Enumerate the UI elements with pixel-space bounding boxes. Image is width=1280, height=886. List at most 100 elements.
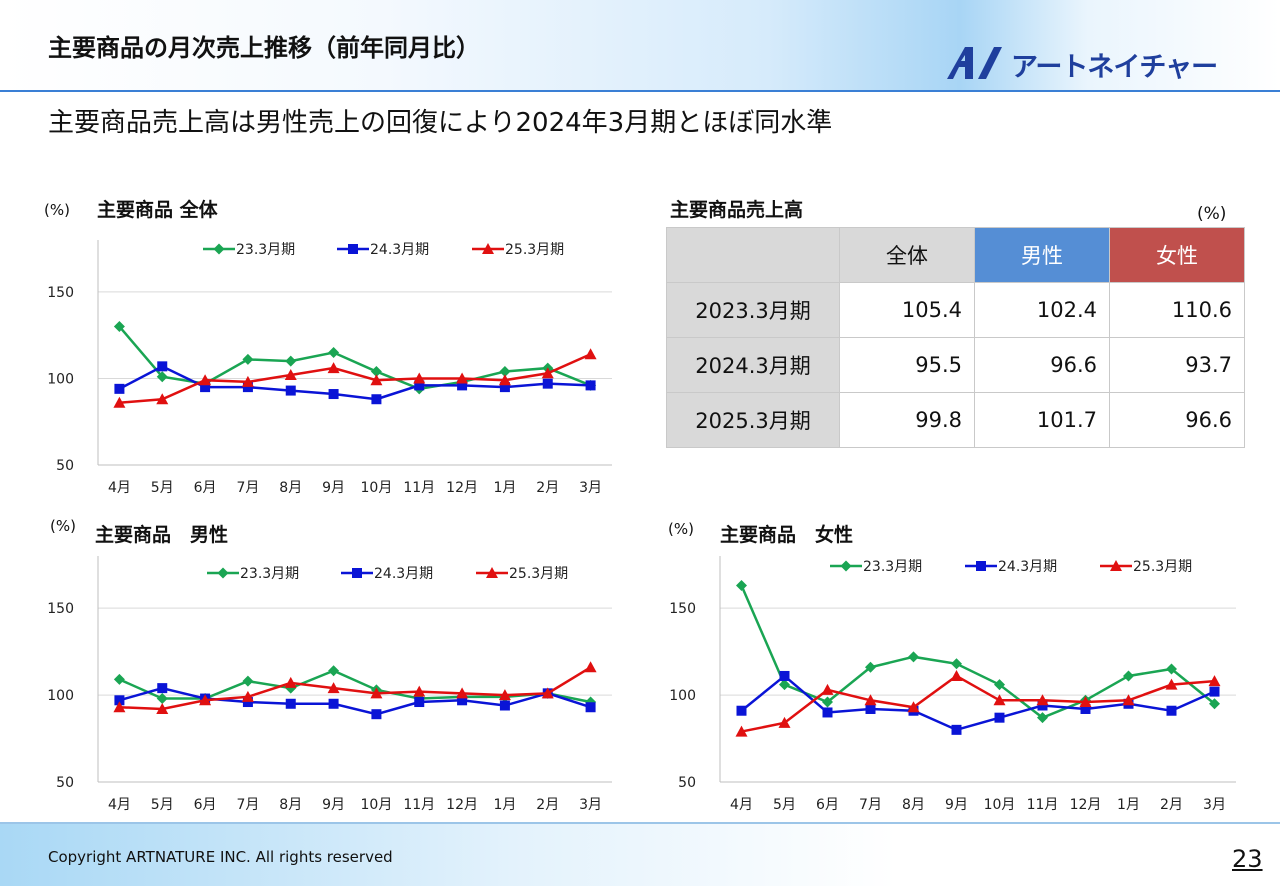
data-point — [242, 675, 254, 687]
legend-marker — [840, 560, 852, 572]
y-tick-label: 150 — [669, 601, 696, 617]
x-tick-label: 4月 — [108, 797, 131, 813]
x-tick-label: 12月 — [446, 797, 478, 813]
x-tick-label: 8月 — [902, 797, 925, 813]
data-point — [157, 683, 168, 694]
data-point — [907, 701, 920, 713]
x-tick-label: 1月 — [493, 480, 516, 496]
series-line — [741, 674, 1215, 733]
data-point — [1037, 700, 1048, 711]
data-point — [821, 683, 834, 695]
data-point — [778, 716, 791, 728]
data-point — [1166, 663, 1177, 675]
data-point — [736, 705, 747, 716]
x-tick-label: 5月 — [151, 797, 174, 813]
data-point — [370, 687, 383, 699]
x-tick-label: 5月 — [773, 797, 796, 813]
x-tick-label: 10月 — [361, 797, 393, 813]
data-point — [157, 361, 168, 372]
data-point — [456, 372, 469, 384]
data-point — [156, 693, 168, 705]
x-tick-label: 8月 — [279, 797, 302, 813]
x-tick-label: 8月 — [279, 480, 302, 496]
data-point — [114, 695, 125, 706]
table-row: 2025.3月期 99.8 101.7 96.6 — [666, 392, 1245, 448]
data-point — [457, 695, 468, 706]
data-point — [285, 698, 296, 709]
cell-value: 93.7 — [1109, 337, 1245, 393]
cell-value: 99.8 — [839, 392, 975, 448]
cell-value: 110.6 — [1109, 282, 1245, 338]
legend-label: 23.3月期 — [240, 566, 299, 582]
y-tick-label: 150 — [47, 601, 74, 617]
data-point — [542, 378, 553, 389]
data-point — [864, 694, 877, 706]
data-point — [1079, 696, 1092, 708]
x-tick-label: 2月 — [536, 480, 559, 496]
data-point — [370, 374, 383, 386]
data-point — [498, 689, 511, 701]
table-unit-label: (%) — [1197, 204, 1227, 224]
header-divider — [0, 90, 1280, 92]
x-tick-label: 9月 — [322, 797, 345, 813]
table-row: 2023.3月期 105.4 102.4 110.6 — [666, 282, 1245, 338]
cell-value: 101.7 — [974, 392, 1110, 448]
data-point — [822, 696, 833, 708]
legend-label: 23.3月期 — [236, 242, 295, 258]
data-point — [370, 366, 382, 378]
cell-value: 105.4 — [839, 282, 975, 338]
series-25.3月期 — [113, 661, 597, 714]
data-point — [327, 682, 340, 694]
data-point — [199, 694, 212, 706]
data-point — [114, 383, 125, 394]
data-point — [951, 724, 962, 735]
data-point — [585, 380, 596, 391]
x-tick-label: 11月 — [403, 797, 435, 813]
data-point — [328, 665, 340, 677]
copyright-text: Copyright ARTNATURE INC. All rights rese… — [48, 848, 393, 866]
row-label: 2025.3月期 — [666, 392, 840, 448]
data-point — [908, 651, 919, 663]
x-tick-label: 7月 — [859, 797, 882, 813]
series-line — [740, 585, 1216, 720]
data-point — [541, 367, 554, 379]
x-tick-label: 2月 — [1160, 797, 1183, 813]
data-point — [585, 702, 596, 713]
chart2-title: 主要商品 男性 — [95, 524, 229, 546]
data-point — [1166, 705, 1177, 716]
y-tick-label: 100 — [669, 688, 696, 704]
data-point — [994, 712, 1005, 723]
data-point — [950, 669, 963, 681]
data-point — [156, 702, 169, 714]
data-point — [584, 348, 597, 360]
legend-label: 24.3月期 — [370, 242, 429, 258]
page-subtitle: 主要商品売上高は男性売上の回復により2024年3月期とほぼ同水準 — [48, 108, 833, 138]
data-point — [1036, 694, 1049, 706]
data-point — [457, 380, 468, 391]
data-point — [242, 382, 253, 393]
legend-marker — [1110, 560, 1122, 571]
series-line — [119, 353, 592, 404]
chart2-unit-label: (%) — [50, 517, 76, 535]
data-point — [242, 353, 254, 365]
data-point — [156, 393, 169, 405]
data-point — [1208, 675, 1221, 687]
data-point — [1122, 694, 1135, 706]
sales-table: 全体 男性 女性 2023.3月期 105.4 102.4 110.6 2024… — [666, 227, 1245, 448]
footer-divider — [0, 822, 1280, 824]
y-tick-label: 50 — [56, 775, 74, 791]
series-line — [118, 669, 591, 704]
data-point — [414, 380, 425, 391]
row-label: 2023.3月期 — [666, 282, 840, 338]
x-tick-label: 3月 — [579, 480, 602, 496]
x-tick-label: 2月 — [536, 797, 559, 813]
series-25.3月期 — [113, 348, 597, 408]
data-point — [327, 362, 340, 374]
data-point — [822, 707, 833, 718]
data-point — [1123, 670, 1134, 682]
y-tick-label: 100 — [47, 688, 74, 704]
x-tick-label: 11月 — [403, 480, 435, 496]
data-point — [200, 382, 211, 393]
